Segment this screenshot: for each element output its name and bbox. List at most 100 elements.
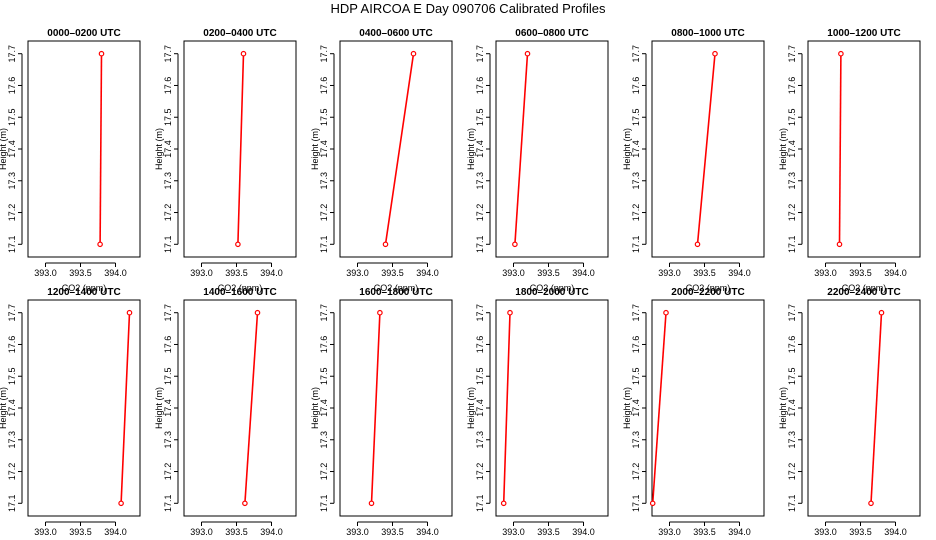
x-tick-label: 393.0 bbox=[346, 268, 369, 278]
y-tick-label: 17.7 bbox=[163, 304, 173, 322]
y-axis-label: Height (m) bbox=[778, 387, 788, 429]
x-tick-label: 394.0 bbox=[884, 527, 907, 537]
data-point bbox=[242, 500, 248, 507]
y-axis-label: Height (m) bbox=[154, 387, 164, 429]
plot-frame bbox=[27, 299, 141, 517]
y-tick-label: 17.2 bbox=[319, 204, 329, 222]
data-point bbox=[507, 309, 513, 316]
x-tick-label: 394.0 bbox=[728, 268, 751, 278]
plot-frame bbox=[183, 40, 297, 258]
y-tick-label: 17.7 bbox=[163, 45, 173, 63]
panel-3: 0400–0600 UTC 393.0 393.5 394.0 17.1 17.2 17.3… bbox=[310, 28, 453, 293]
y-tick-label: 17.1 bbox=[787, 495, 797, 513]
data-point bbox=[410, 50, 417, 57]
data-point bbox=[878, 309, 885, 316]
x-axis-label: CO2 (ppm) bbox=[62, 283, 107, 293]
panel-title: 0600–0800 UTC bbox=[515, 28, 588, 39]
panel-title: 1000–1200 UTC bbox=[827, 28, 900, 39]
data-point bbox=[98, 50, 105, 57]
y-axis-label: Height (m) bbox=[154, 128, 164, 170]
y-tick-label: 17.7 bbox=[475, 45, 485, 63]
data-point bbox=[524, 50, 531, 57]
x-tick-label: 393.0 bbox=[502, 527, 525, 537]
x-tick-label: 394.0 bbox=[260, 268, 283, 278]
y-tick-label: 17.6 bbox=[7, 336, 17, 354]
series-line bbox=[514, 53, 529, 245]
y-tick-label: 17.7 bbox=[7, 304, 17, 322]
y-tick-label: 17.3 bbox=[787, 431, 797, 449]
y-tick-label: 17.5 bbox=[787, 367, 797, 385]
data-point bbox=[126, 309, 133, 316]
x-tick-label: 393.0 bbox=[814, 268, 837, 278]
x-tick-label: 393.5 bbox=[849, 527, 872, 537]
y-tick-label: 17.3 bbox=[319, 172, 329, 190]
x-tick-label: 393.0 bbox=[190, 527, 213, 537]
y-tick-label: 17.1 bbox=[7, 236, 17, 254]
x-tick-label: 393.5 bbox=[69, 268, 92, 278]
plot-frame bbox=[495, 40, 609, 258]
y-tick-label: 17.5 bbox=[787, 108, 797, 126]
plot-frame bbox=[651, 299, 765, 517]
y-axis-label: Height (m) bbox=[0, 128, 8, 170]
y-tick-label: 17.2 bbox=[787, 463, 797, 481]
x-tick-label: 393.5 bbox=[693, 527, 716, 537]
panel-title: 0400–0600 UTC bbox=[359, 28, 432, 39]
y-tick-label: 17.7 bbox=[319, 45, 329, 63]
series-line bbox=[870, 312, 883, 504]
data-point bbox=[663, 309, 669, 316]
data-point bbox=[368, 500, 375, 507]
y-tick-label: 17.2 bbox=[163, 463, 173, 481]
data-point bbox=[694, 241, 701, 248]
panel-title: 1200–1400 UTC bbox=[47, 287, 120, 298]
x-tick-label: 393.5 bbox=[69, 527, 92, 537]
y-axis-label: Height (m) bbox=[0, 387, 8, 429]
x-tick-label: 394.0 bbox=[572, 268, 595, 278]
y-tick-label: 17.4 bbox=[319, 399, 329, 417]
y-tick-label: 17.5 bbox=[631, 108, 641, 126]
x-tick-label: 393.5 bbox=[849, 268, 872, 278]
x-tick-label: 393.0 bbox=[34, 268, 57, 278]
plot-frame bbox=[27, 40, 141, 258]
y-tick-label: 17.5 bbox=[475, 367, 485, 385]
data-point bbox=[649, 500, 656, 507]
panel-title: 0800–1000 UTC bbox=[671, 28, 744, 39]
x-tick-label: 393.0 bbox=[814, 527, 837, 537]
y-tick-label: 17.7 bbox=[319, 304, 329, 322]
y-tick-label: 17.6 bbox=[163, 336, 173, 354]
x-tick-label: 394.0 bbox=[104, 268, 127, 278]
x-tick-label: 393.0 bbox=[34, 527, 57, 537]
y-tick-label: 17.6 bbox=[475, 77, 485, 95]
panel-5: 0800–1000 UTC 393.0 393.5 394.0 17.1 17.2 17.3… bbox=[622, 28, 765, 293]
y-tick-label: 17.2 bbox=[787, 204, 797, 222]
x-tick-label: 393.5 bbox=[225, 527, 248, 537]
x-tick-label: 393.0 bbox=[502, 268, 525, 278]
y-tick-label: 17.7 bbox=[787, 304, 797, 322]
panel-10: 1800–2000 UTC 393.0 393.5 394.0 17.1 17.2 17.3… bbox=[466, 287, 609, 537]
y-tick-label: 17.7 bbox=[475, 304, 485, 322]
y-tick-label: 17.6 bbox=[319, 77, 329, 95]
y-tick-label: 17.4 bbox=[7, 399, 17, 417]
y-tick-label: 17.2 bbox=[7, 463, 17, 481]
y-tick-label: 17.1 bbox=[163, 495, 173, 513]
y-tick-label: 17.3 bbox=[631, 431, 641, 449]
x-tick-label: 393.0 bbox=[658, 268, 681, 278]
y-tick-label: 17.3 bbox=[163, 172, 173, 190]
panel-8: 1400–1600 UTC 393.0 393.5 394.0 17.1 17.2 17.3… bbox=[154, 287, 297, 537]
y-tick-label: 17.1 bbox=[475, 495, 485, 513]
y-axis-label: Height (m) bbox=[310, 387, 320, 429]
x-tick-label: 393.0 bbox=[346, 527, 369, 537]
y-axis-label: Height (m) bbox=[778, 128, 788, 170]
series-line bbox=[838, 53, 842, 245]
series-line bbox=[99, 53, 103, 245]
y-tick-label: 17.6 bbox=[787, 77, 797, 95]
data-point bbox=[382, 241, 389, 248]
y-tick-label: 17.5 bbox=[7, 367, 17, 385]
series-line bbox=[696, 53, 716, 245]
plot-frame bbox=[807, 299, 921, 517]
x-axis-label: CO2 (ppm) bbox=[686, 283, 731, 293]
data-point bbox=[712, 50, 718, 57]
series-line bbox=[384, 53, 415, 245]
y-tick-label: 17.2 bbox=[631, 204, 641, 222]
